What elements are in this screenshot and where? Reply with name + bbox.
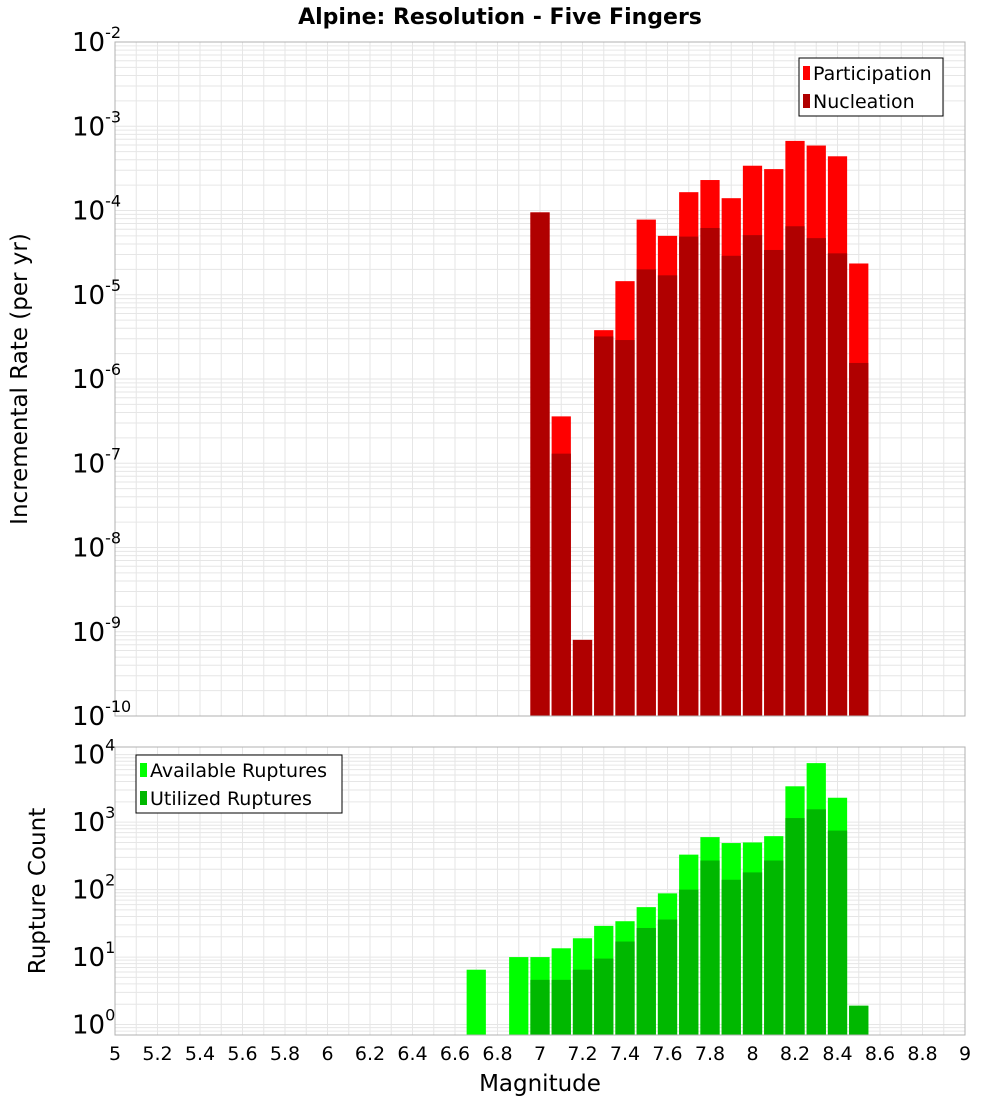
x-tick-label: 7.6 [652,1043,682,1065]
x-tick-label: 7.2 [567,1043,597,1065]
top-y-tick-label: 10-2 [72,23,121,58]
top-y-axis-label: Incremental Rate (per yr) [7,233,33,525]
bottom-plot-frame [114,746,966,1036]
bottom-bar [764,860,784,1035]
bottom-legend-box [135,754,343,814]
bottom-y-tick-label: 100 [72,1006,115,1041]
top-bar [594,336,614,716]
x-tick-label: 8.4 [822,1043,852,1065]
top-bar [785,226,805,716]
x-tick-label: 5.2 [142,1043,172,1065]
top-y-tick-label: 10-5 [72,276,121,311]
x-ticks: 5 5.2 5.4 5.6 5.8 6 6.2 6.4 6.6 6.8 7 7.2 7.4 7.6 7.8 8… [109,1043,971,1065]
x-tick-label: 8 [746,1043,758,1065]
top-bar [849,362,869,716]
x-tick-label: 7 [534,1043,546,1065]
x-tick-label: 5.4 [185,1043,215,1065]
x-tick-label: 8.6 [865,1043,895,1065]
top-panel: 10-10 10-9 10-8 10-7 10-6 10-5 10-4 10-3 10-2 Inc… [7,23,966,732]
bottom-legend-label: Available Ruptures [150,760,327,782]
bottom-bar [679,889,699,1035]
bottom-y-tick-label: 104 [72,736,115,771]
x-tick-label: 7.4 [610,1043,640,1065]
x-tick-label: 5 [109,1043,121,1065]
bottom-bar [742,872,763,1035]
x-tick-label: 9 [959,1043,971,1065]
bottom-y-tick-label: 102 [72,871,115,906]
top-series-nucleation [530,212,869,717]
top-y-tick-label: 10-8 [72,529,121,564]
top-bar [806,238,826,716]
x-tick-label: 5.6 [227,1043,257,1065]
top-bar [551,453,571,716]
bottom-bar [615,941,635,1035]
top-y-tick-label: 10-10 [72,697,131,732]
bottom-y-ticks: 100 101 102 103 104 [72,736,115,1041]
top-bar [615,340,635,716]
top-bar [700,227,720,716]
bottom-bar [509,957,529,1035]
top-bar [572,639,593,716]
bottom-bar [594,958,614,1035]
x-tick-label: 8.2 [780,1043,810,1065]
bottom-bar [700,860,720,1035]
top-legend-box [798,57,944,117]
x-axis-label: Magnitude [479,1071,601,1097]
bottom-bar [551,979,571,1035]
bottom-legend: Available Ruptures Utilized Ruptures [135,754,343,814]
top-bar [636,269,656,716]
bottom-bar [721,879,741,1035]
top-y-tick-label: 10-9 [72,613,121,648]
top-bar [679,236,699,716]
top-bar [827,253,848,716]
top-legend-swatch [803,94,810,108]
x-tick-label: 6 [321,1043,333,1065]
x-tick-label: 6.4 [397,1043,427,1065]
x-tick-label: 8.8 [907,1043,937,1065]
bottom-legend-swatch [140,763,147,777]
top-y-ticks: 10-10 10-9 10-8 10-7 10-6 10-5 10-4 10-3 10-2 [72,23,131,732]
top-legend: Participation Nucleation [798,57,944,117]
x-tick-label: 6.2 [355,1043,385,1065]
top-bar [657,275,678,716]
top-bar [721,255,741,716]
top-y-tick-label: 10-6 [72,360,121,395]
bottom-y-axis-label: Rupture Count [25,808,51,974]
bottom-legend-label: Utilized Ruptures [150,788,312,810]
top-legend-label: Participation [813,63,932,85]
top-bar [742,235,763,716]
top-legend-label: Nucleation [813,91,915,113]
top-y-tick-label: 10-4 [72,192,121,227]
top-legend-swatch [803,66,810,80]
bottom-panel: 100 101 102 103 104 Rupture Count Available Ru… [25,736,971,1097]
top-y-tick-label: 10-7 [72,444,121,479]
top-y-tick-label: 10-3 [72,107,121,142]
bottom-y-tick-label: 101 [72,938,115,973]
bottom-bar [636,927,656,1035]
bottom-bar [657,919,678,1035]
bottom-bar [827,830,848,1035]
bottom-bar [466,969,486,1035]
bottom-bar [806,809,826,1035]
top-bar [764,249,784,716]
x-tick-label: 7.8 [695,1043,725,1065]
bottom-legend-swatch [140,791,147,805]
x-tick-label: 6.6 [440,1043,470,1065]
bottom-bar [530,979,550,1035]
top-bar [530,212,550,717]
bottom-bar [849,1005,869,1035]
bottom-bar [572,969,593,1035]
bottom-y-tick-label: 103 [72,803,115,838]
x-tick-label: 5.8 [270,1043,300,1065]
chart-title: Alpine: Resolution - Five Fingers [298,5,702,30]
bottom-bar [785,818,805,1035]
top-plot-frame [114,41,966,717]
x-tick-label: 6.8 [482,1043,512,1065]
bottom-series-utilized-ruptures [530,809,869,1035]
